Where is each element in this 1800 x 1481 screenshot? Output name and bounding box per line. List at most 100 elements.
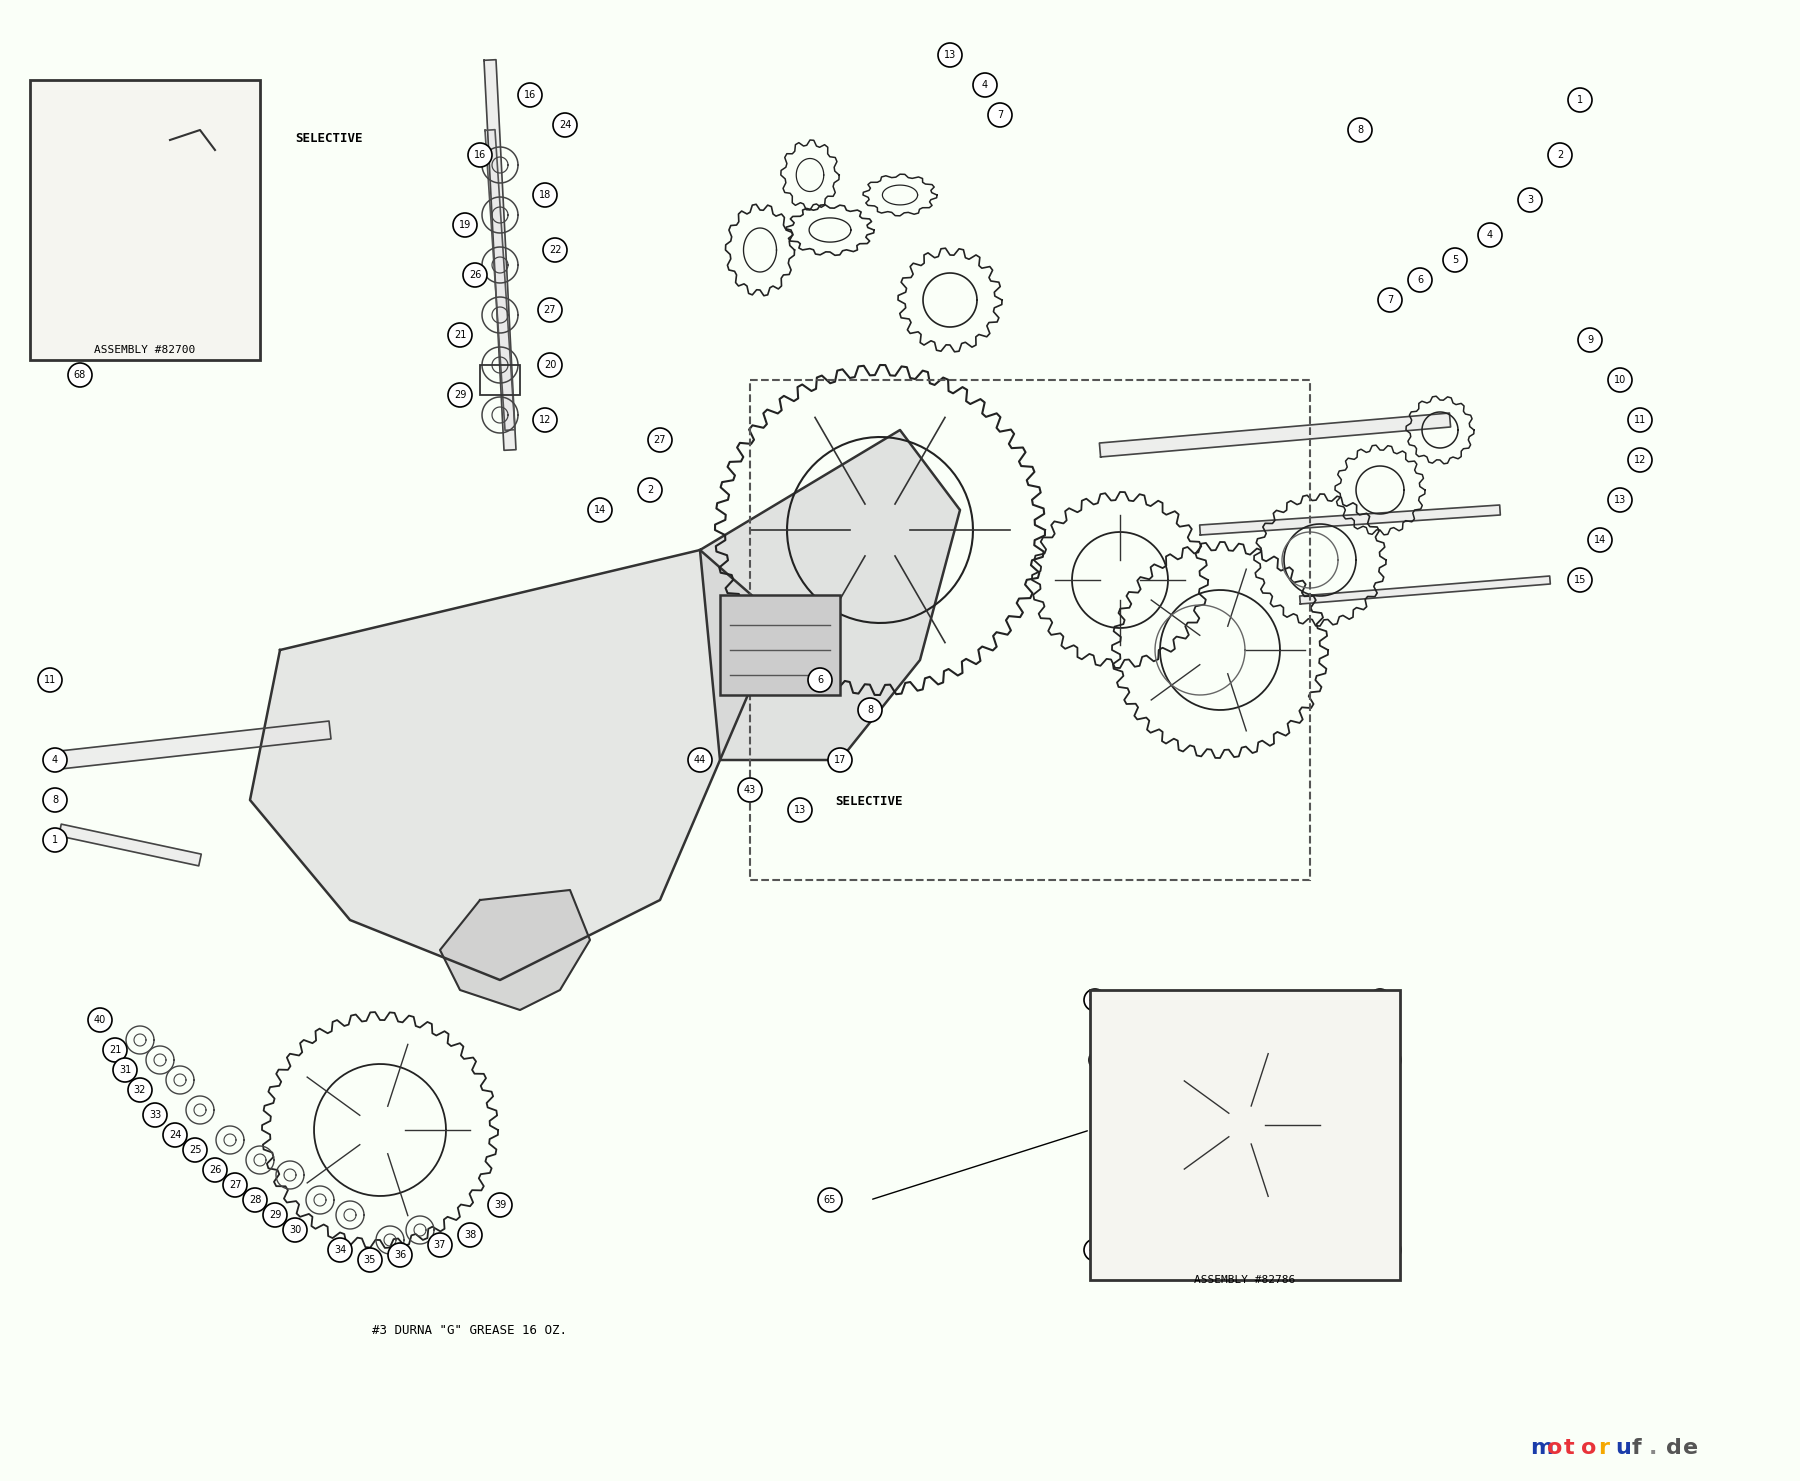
Text: 33: 33	[149, 1109, 162, 1120]
Circle shape	[1517, 188, 1543, 212]
Polygon shape	[59, 721, 331, 769]
Text: 13: 13	[1615, 495, 1625, 505]
Circle shape	[1568, 569, 1591, 592]
Text: m: m	[1530, 1438, 1553, 1457]
Text: #3 DURNA "G" GREASE 16 OZ.: #3 DURNA "G" GREASE 16 OZ.	[373, 1324, 567, 1336]
Circle shape	[68, 363, 92, 387]
Text: 9: 9	[1588, 335, 1593, 345]
Circle shape	[1379, 1240, 1400, 1260]
Circle shape	[1444, 247, 1467, 273]
Text: 19: 19	[459, 221, 472, 230]
Circle shape	[1348, 118, 1372, 142]
Text: 72: 72	[1384, 1054, 1397, 1065]
Text: 35: 35	[364, 1254, 376, 1265]
Text: o: o	[1580, 1438, 1597, 1457]
Circle shape	[43, 788, 67, 812]
Text: 8: 8	[52, 795, 58, 806]
Text: 17: 17	[833, 755, 846, 766]
Text: 27: 27	[544, 305, 556, 315]
Circle shape	[142, 1103, 167, 1127]
Text: 43: 43	[743, 785, 756, 795]
Text: ASSEMBLY #82700: ASSEMBLY #82700	[94, 345, 196, 355]
Text: 30: 30	[288, 1225, 301, 1235]
Circle shape	[468, 144, 491, 167]
Text: 18: 18	[538, 190, 551, 200]
Text: 34: 34	[333, 1246, 346, 1254]
Text: 47: 47	[1094, 1054, 1107, 1065]
Circle shape	[67, 164, 88, 187]
Text: 7: 7	[1386, 295, 1393, 305]
Text: 18: 18	[72, 170, 85, 181]
Text: f: f	[1633, 1438, 1642, 1457]
Circle shape	[974, 73, 997, 96]
Text: 4: 4	[1487, 230, 1492, 240]
Polygon shape	[484, 130, 515, 431]
Circle shape	[648, 428, 671, 452]
Bar	[751, 381, 1310, 880]
Text: 29: 29	[268, 1210, 281, 1220]
Text: 21: 21	[454, 330, 466, 341]
Circle shape	[457, 1223, 482, 1247]
Circle shape	[243, 1188, 266, 1211]
Text: 1: 1	[52, 835, 58, 846]
Circle shape	[358, 1248, 382, 1272]
Polygon shape	[59, 823, 202, 866]
Circle shape	[389, 1243, 412, 1268]
Circle shape	[1588, 529, 1613, 552]
Text: 4: 4	[52, 755, 58, 766]
Text: e: e	[1683, 1438, 1697, 1457]
Circle shape	[1084, 989, 1105, 1012]
Circle shape	[454, 213, 477, 237]
Text: SELECTIVE: SELECTIVE	[295, 132, 362, 145]
Circle shape	[38, 668, 61, 692]
Text: .: .	[1649, 1438, 1658, 1457]
Text: 65: 65	[824, 1195, 837, 1206]
Circle shape	[788, 798, 812, 822]
Circle shape	[184, 1137, 207, 1163]
Text: 14: 14	[1593, 535, 1606, 545]
Circle shape	[448, 384, 472, 407]
Text: 2: 2	[646, 484, 653, 495]
Text: 6: 6	[1417, 275, 1424, 284]
Polygon shape	[137, 120, 153, 301]
Text: 3: 3	[1526, 195, 1534, 204]
Circle shape	[533, 184, 556, 207]
Text: o: o	[1546, 1438, 1562, 1457]
Circle shape	[1548, 144, 1571, 167]
Text: 68: 68	[74, 370, 86, 381]
Text: 12: 12	[1634, 455, 1647, 465]
Circle shape	[1607, 489, 1633, 512]
Text: 48: 48	[1089, 1246, 1102, 1254]
Bar	[1091, 989, 1400, 1280]
Circle shape	[738, 778, 761, 803]
Circle shape	[1379, 1049, 1400, 1071]
Text: 28: 28	[248, 1195, 261, 1206]
Circle shape	[808, 668, 832, 692]
Text: 16: 16	[524, 90, 536, 101]
Text: 4: 4	[983, 80, 988, 90]
Circle shape	[988, 104, 1012, 127]
Circle shape	[538, 352, 562, 378]
Circle shape	[553, 113, 578, 138]
Circle shape	[828, 748, 851, 772]
Text: 74: 74	[1384, 1246, 1397, 1254]
Circle shape	[88, 1009, 112, 1032]
Text: 8: 8	[1357, 124, 1363, 135]
Text: 11: 11	[43, 675, 56, 686]
Circle shape	[1089, 1049, 1111, 1071]
Text: 71: 71	[1373, 995, 1386, 1006]
Circle shape	[637, 478, 662, 502]
Text: 12: 12	[538, 415, 551, 425]
Bar	[720, 595, 841, 695]
Text: 8: 8	[868, 705, 873, 715]
Circle shape	[283, 1217, 308, 1243]
Circle shape	[1370, 989, 1391, 1012]
Circle shape	[263, 1203, 286, 1226]
Circle shape	[164, 1123, 187, 1146]
Polygon shape	[1100, 413, 1451, 458]
Circle shape	[1568, 87, 1591, 113]
Text: 39: 39	[493, 1200, 506, 1210]
Text: 27: 27	[229, 1180, 241, 1191]
Circle shape	[1607, 367, 1633, 392]
Text: t: t	[1564, 1438, 1575, 1457]
